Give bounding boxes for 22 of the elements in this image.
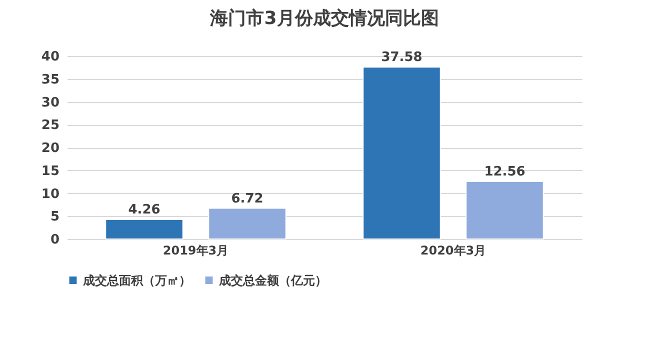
y-tick-label: 10: [41, 186, 60, 202]
legend-label: 成交总面积（万㎡）: [82, 273, 191, 288]
bar: [208, 208, 286, 240]
legend-label: 成交总金额（亿元）: [218, 273, 327, 288]
data-label: 12.56: [484, 164, 526, 180]
y-tick-label: 0: [50, 232, 60, 248]
data-label: 37.58: [381, 50, 422, 66]
bar: [362, 66, 441, 240]
y-tick-label: 30: [41, 95, 60, 110]
y-tick-label: 20: [41, 141, 60, 156]
y-tick-label: 40: [41, 50, 60, 64]
x-tick-label: 2020年3月: [420, 244, 486, 258]
chart-title: 海门市3月份成交情况同比图: [209, 8, 439, 29]
y-tick-label: 15: [41, 164, 60, 179]
y-tick-label: 25: [41, 118, 60, 134]
bar: [466, 181, 544, 240]
y-tick-label: 5: [50, 210, 60, 225]
bar: [105, 219, 184, 240]
data-label: 6.72: [231, 191, 264, 206]
data-label: 4.26: [128, 202, 160, 218]
y-tick-label: 35: [41, 72, 60, 88]
x-tick-label: 2019年3月: [162, 244, 229, 258]
